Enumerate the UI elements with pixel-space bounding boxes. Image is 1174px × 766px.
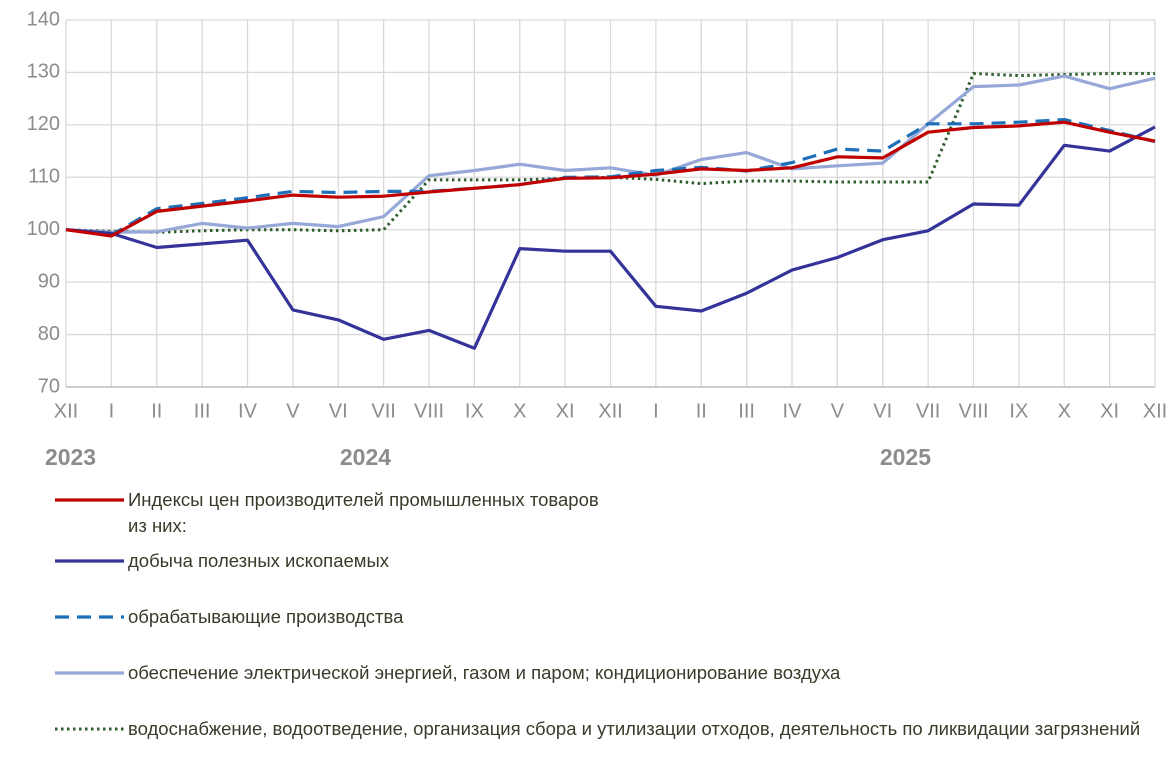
- y-tick-label: 130: [27, 61, 60, 83]
- series-line: [65, 125, 1156, 350]
- x-tick-label: I: [109, 400, 115, 422]
- series-line: [65, 120, 1156, 238]
- x-tick-label: I: [653, 400, 659, 422]
- y-tick-label: 80: [38, 323, 60, 345]
- legend-note: из них:: [128, 515, 187, 536]
- x-tick-label: VI: [873, 400, 892, 422]
- year-label: 2025: [880, 444, 931, 470]
- x-tick-label: VII: [371, 400, 395, 422]
- x-tick-label: XII: [598, 400, 622, 422]
- x-tick-label: XII: [1143, 400, 1167, 422]
- x-tick-label: V: [831, 400, 845, 422]
- legend-label: обрабатывающие производства: [128, 606, 404, 627]
- legend-label: добыча полезных ископаемых: [128, 550, 390, 571]
- x-tick-label: IV: [783, 400, 803, 422]
- year-label: 2024: [340, 444, 391, 470]
- x-tick-label: XI: [1100, 400, 1119, 422]
- x-tick-label: VII: [916, 400, 940, 422]
- x-tick-label: II: [696, 400, 707, 422]
- x-tick-label: V: [286, 400, 300, 422]
- x-tick-label: IX: [465, 400, 484, 422]
- legend-label: обеспечение электрической энергией, газо…: [128, 662, 841, 683]
- x-tick-label: X: [1058, 400, 1071, 422]
- y-tick-label: 100: [27, 218, 60, 240]
- y-tick-label: 70: [38, 375, 60, 397]
- x-tick-label: II: [151, 400, 162, 422]
- x-tick-label: X: [513, 400, 526, 422]
- y-tick-label: 140: [27, 8, 60, 30]
- x-tick-label: IX: [1009, 400, 1028, 422]
- legend-label: водоснабжение, водоотведение, организаци…: [128, 718, 1141, 739]
- x-tick-label: VIII: [414, 400, 444, 422]
- x-tick-label: III: [738, 400, 755, 422]
- x-tick-label: IV: [238, 400, 258, 422]
- x-tick-label: XI: [556, 400, 575, 422]
- x-tick-label: III: [194, 400, 211, 422]
- y-tick-label: 90: [38, 270, 60, 292]
- year-label: 2023: [45, 444, 96, 470]
- legend-label: Индексы цен производителей промышленных …: [128, 489, 599, 510]
- x-tick-label: XII: [54, 400, 78, 422]
- y-tick-label: 120: [27, 113, 60, 135]
- x-tick-label: VIII: [958, 400, 988, 422]
- x-tick-label: VI: [329, 400, 348, 422]
- series-line: [65, 74, 1156, 234]
- y-tick-label: 110: [28, 166, 60, 188]
